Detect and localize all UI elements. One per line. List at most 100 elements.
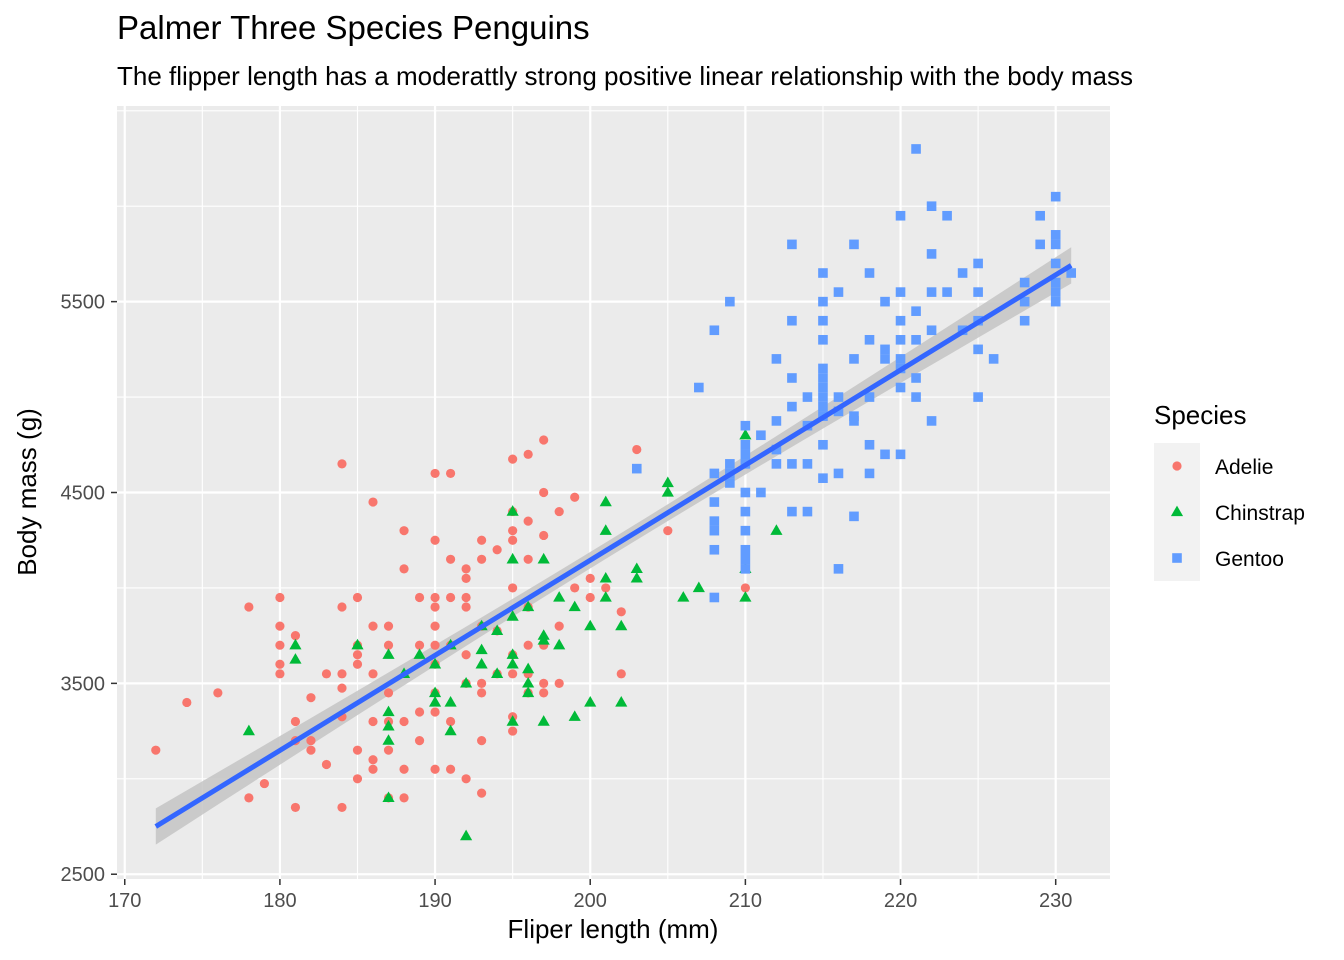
legend-label-adelie: Adelie [1215, 456, 1273, 479]
data-point-gentoo [818, 268, 828, 278]
data-point-adelie [539, 435, 549, 445]
data-point-adelie [477, 788, 487, 798]
data-point-chinstrap [553, 591, 566, 602]
data-point-gentoo [833, 287, 844, 297]
data-point-gentoo [895, 287, 906, 297]
data-point-gentoo [926, 249, 937, 259]
data-point-chinstrap [522, 686, 535, 698]
data-point-chinstrap [382, 734, 395, 745]
data-point-adelie [445, 468, 456, 479]
data-point-adelie [352, 774, 363, 784]
data-point-adelie [275, 621, 285, 631]
data-point-gentoo [911, 373, 921, 383]
data-point-chinstrap [739, 591, 752, 602]
data-point-chinstrap [661, 476, 674, 488]
data-point-adelie [352, 659, 363, 669]
data-point-gentoo [740, 554, 751, 565]
data-point-adelie [523, 554, 533, 564]
data-point-adelie [337, 669, 347, 679]
data-point-gentoo [818, 392, 828, 402]
data-point-chinstrap [522, 676, 535, 688]
data-point-gentoo [833, 406, 844, 417]
data-point-gentoo [849, 511, 859, 522]
data-point-chinstrap [630, 562, 643, 574]
data-point-adelie [508, 526, 518, 536]
data-point-adelie [368, 716, 378, 727]
data-point-gentoo [802, 392, 813, 402]
data-point-gentoo [818, 363, 828, 374]
data-point-adelie [290, 802, 301, 813]
data-point-gentoo [973, 344, 983, 355]
data-point-adelie [414, 707, 425, 717]
data-point-chinstrap [677, 591, 690, 602]
data-point-chinstrap [537, 715, 550, 726]
data-point-adelie [508, 535, 518, 545]
data-point-adelie [523, 449, 533, 459]
data-point-adelie [337, 802, 347, 813]
data-point-adelie [352, 592, 363, 603]
data-point-adelie [570, 492, 580, 502]
data-point-adelie [306, 745, 316, 755]
data-point-chinstrap [382, 705, 395, 717]
data-point-gentoo [709, 325, 720, 336]
data-point-adelie [383, 688, 394, 698]
legend: Species Adelie Chinstrap Gentoo [1154, 400, 1305, 581]
data-point-chinstrap [428, 696, 442, 707]
data-point-adelie [477, 688, 487, 698]
data-point-chinstrap [506, 648, 519, 659]
data-points [151, 144, 1077, 841]
data-point-adelie [477, 535, 487, 545]
data-point-chinstrap [584, 696, 597, 707]
data-point-adelie [461, 602, 471, 612]
data-point-chinstrap [428, 657, 442, 669]
data-point-gentoo [1035, 210, 1045, 221]
data-point-adelie [368, 497, 378, 507]
data-point-gentoo [833, 564, 844, 574]
data-point-gentoo [973, 287, 983, 297]
y-axis-title: Body mass (g) [12, 408, 42, 576]
data-point-adelie [399, 716, 409, 727]
data-point-adelie [213, 688, 223, 698]
data-point-chinstrap [522, 662, 535, 674]
data-point-chinstrap [491, 624, 504, 636]
data-point-adelie [616, 607, 626, 617]
data-point-adelie [461, 650, 471, 660]
data-point-gentoo [771, 416, 782, 426]
data-point-chinstrap [506, 505, 519, 516]
data-point-adelie [399, 564, 409, 574]
data-point-chinstrap [537, 552, 550, 564]
data-point-adelie [585, 573, 595, 583]
data-point-gentoo [802, 459, 813, 469]
data-point-adelie [321, 759, 332, 770]
x-tick-label: 180 [263, 890, 296, 912]
data-point-adelie [244, 602, 254, 612]
data-point-gentoo [709, 592, 720, 603]
data-point-chinstrap [615, 619, 628, 631]
data-point-gentoo [818, 382, 828, 393]
data-point-gentoo [926, 325, 937, 336]
data-point-gentoo [880, 296, 890, 307]
data-point-adelie [290, 631, 301, 641]
data-point-gentoo [740, 420, 751, 431]
data-point-gentoo [725, 296, 735, 307]
data-point-gentoo [1050, 277, 1061, 288]
x-axis: 170 180 190 200 210 220 230 [108, 879, 1072, 912]
data-point-chinstrap [460, 829, 473, 841]
data-point-gentoo [926, 201, 937, 212]
data-point-adelie [430, 602, 440, 612]
data-point-adelie [275, 640, 285, 650]
x-tick-label: 230 [1039, 890, 1072, 912]
data-point-gentoo [895, 210, 906, 221]
data-point-chinstrap [475, 657, 488, 669]
data-point-gentoo [818, 473, 828, 483]
data-point-chinstrap [599, 495, 612, 507]
data-point-adelie [585, 592, 595, 603]
data-point-chinstrap [615, 696, 628, 707]
data-point-gentoo [895, 449, 906, 460]
data-point-chinstrap [506, 715, 519, 726]
data-point-gentoo [787, 459, 797, 469]
data-point-adelie [337, 683, 347, 693]
data-point-chinstrap [599, 571, 612, 583]
legend-label-chinstrap: Chinstrap [1215, 502, 1305, 525]
